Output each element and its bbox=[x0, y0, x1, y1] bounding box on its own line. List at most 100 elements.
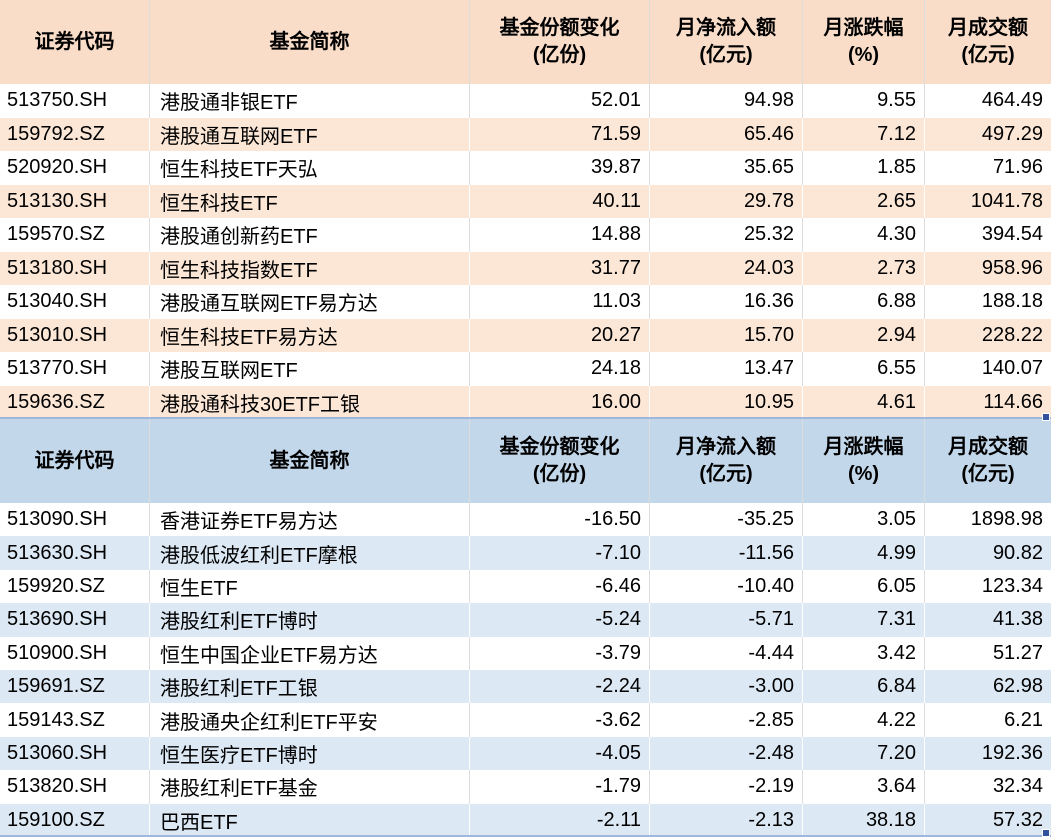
pct-change-cell[interactable]: 3.64 bbox=[803, 770, 925, 804]
net-inflow-cell[interactable]: -10.40 bbox=[650, 569, 803, 604]
net-inflow-cell[interactable]: 35.65 bbox=[650, 151, 803, 185]
pct-change-cell[interactable]: 4.99 bbox=[803, 536, 925, 570]
share-change-cell[interactable]: 14.88 bbox=[470, 218, 650, 252]
pct-change-cell[interactable]: 9.55 bbox=[803, 84, 925, 118]
code-cell[interactable]: 159691.SZ bbox=[0, 669, 150, 704]
pct-change-cell[interactable]: 7.12 bbox=[803, 117, 925, 151]
net-inflow-cell[interactable]: -2.48 bbox=[650, 736, 803, 771]
share-change-cell[interactable]: 71.59 bbox=[470, 117, 650, 151]
fund-name-cell[interactable]: 恒生中国企业ETF易方达 bbox=[150, 636, 470, 670]
fund-name-cell[interactable]: 恒生科技指数ETF bbox=[150, 251, 470, 285]
code-cell[interactable]: 513820.SH bbox=[0, 770, 150, 804]
share-change-cell[interactable]: -2.11 bbox=[470, 803, 650, 837]
code-cell[interactable]: 520920.SH bbox=[0, 151, 150, 185]
pct-change-cell[interactable]: 2.65 bbox=[803, 184, 925, 218]
pct-change-cell[interactable]: 7.20 bbox=[803, 736, 925, 771]
share-change-cell[interactable]: -3.62 bbox=[470, 703, 650, 737]
header-share-change[interactable]: 基金份额变化 (亿份) bbox=[470, 419, 650, 503]
pct-change-cell[interactable]: 6.55 bbox=[803, 352, 925, 386]
share-change-cell[interactable]: 16.00 bbox=[470, 385, 650, 419]
net-inflow-cell[interactable]: 25.32 bbox=[650, 218, 803, 252]
share-change-cell[interactable]: 11.03 bbox=[470, 285, 650, 319]
header-net-inflow[interactable]: 月净流入额 (亿元) bbox=[650, 0, 803, 84]
code-cell[interactable]: 159100.SZ bbox=[0, 803, 150, 837]
share-change-cell[interactable]: 20.27 bbox=[470, 318, 650, 352]
turnover-cell[interactable]: 32.34 bbox=[992, 775, 1043, 798]
turnover-cell[interactable]: 114.66 bbox=[983, 390, 1043, 413]
share-change-cell[interactable]: -4.05 bbox=[470, 736, 650, 771]
code-cell[interactable]: 513060.SH bbox=[0, 736, 150, 771]
fund-name-cell[interactable]: 港股红利ETF工银 bbox=[150, 669, 470, 704]
pct-change-cell[interactable]: 6.05 bbox=[803, 569, 925, 604]
header-code[interactable]: 证券代码 bbox=[0, 419, 150, 503]
pct-change-cell[interactable]: 6.88 bbox=[803, 285, 925, 319]
share-change-cell[interactable]: -2.24 bbox=[470, 669, 650, 704]
pct-change-cell[interactable]: 2.73 bbox=[803, 251, 925, 285]
fund-name-cell[interactable]: 恒生科技ETF bbox=[150, 184, 470, 218]
fund-name-cell[interactable]: 港股互联网ETF bbox=[150, 352, 470, 386]
code-cell[interactable]: 513040.SH bbox=[0, 285, 150, 319]
fund-name-cell[interactable]: 港股通非银ETF bbox=[150, 84, 470, 118]
net-inflow-cell[interactable]: -2.19 bbox=[650, 770, 803, 804]
net-inflow-cell[interactable]: -4.44 bbox=[650, 636, 803, 670]
pct-change-cell[interactable]: 4.22 bbox=[803, 703, 925, 737]
fund-name-cell[interactable]: 恒生ETF bbox=[150, 569, 470, 604]
net-inflow-cell[interactable]: 10.95 bbox=[650, 385, 803, 419]
header-pct-change[interactable]: 月涨跌幅 (%) bbox=[803, 0, 925, 84]
header-share-change[interactable]: 基金份额变化 (亿份) bbox=[470, 0, 650, 84]
code-cell[interactable]: 159920.SZ bbox=[0, 569, 150, 604]
turnover-cell[interactable]: 188.18 bbox=[981, 290, 1043, 313]
code-cell[interactable]: 513180.SH bbox=[0, 251, 150, 285]
turnover-cell[interactable]: 71.96 bbox=[992, 156, 1043, 179]
share-change-cell[interactable]: -6.46 bbox=[470, 569, 650, 604]
pct-change-cell[interactable]: 7.31 bbox=[803, 603, 925, 637]
code-cell[interactable]: 513090.SH bbox=[0, 503, 150, 537]
share-change-cell[interactable]: 24.18 bbox=[470, 352, 650, 386]
turnover-cell[interactable]: 140.07 bbox=[981, 357, 1043, 380]
share-change-cell[interactable]: -7.10 bbox=[470, 536, 650, 570]
turnover-cell[interactable]: 228.22 bbox=[981, 323, 1043, 346]
share-change-cell[interactable]: 39.87 bbox=[470, 151, 650, 185]
net-inflow-cell[interactable]: 13.47 bbox=[650, 352, 803, 386]
header-fund-name[interactable]: 基金简称 bbox=[150, 419, 470, 503]
code-cell[interactable]: 513750.SH bbox=[0, 84, 150, 118]
fund-name-cell[interactable]: 港股通互联网ETF bbox=[150, 117, 470, 151]
pct-change-cell[interactable]: 1.85 bbox=[803, 151, 925, 185]
code-cell[interactable]: 510900.SH bbox=[0, 636, 150, 670]
turnover-cell[interactable]: 464.49 bbox=[981, 89, 1043, 112]
pct-change-cell[interactable]: 4.30 bbox=[803, 218, 925, 252]
fund-name-cell[interactable]: 恒生医疗ETF博时 bbox=[150, 736, 470, 771]
turnover-cell[interactable]: 1898.98 bbox=[970, 508, 1043, 531]
code-cell[interactable]: 159792.SZ bbox=[0, 117, 150, 151]
selection-fill-handle[interactable] bbox=[1042, 413, 1050, 421]
fund-name-cell[interactable]: 恒生科技ETF天弘 bbox=[150, 151, 470, 185]
pct-change-cell[interactable]: 2.94 bbox=[803, 318, 925, 352]
header-turnover[interactable]: 月成交额 (亿元) bbox=[925, 0, 1051, 84]
code-cell[interactable]: 513130.SH bbox=[0, 184, 150, 218]
fund-name-cell[interactable]: 巴西ETF bbox=[150, 803, 470, 837]
turnover-cell[interactable]: 6.21 bbox=[1004, 708, 1043, 731]
turnover-cell[interactable]: 41.38 bbox=[992, 608, 1043, 631]
code-cell[interactable]: 513630.SH bbox=[0, 536, 150, 570]
fund-name-cell[interactable]: 港股通央企红利ETF平安 bbox=[150, 703, 470, 737]
net-inflow-cell[interactable]: 24.03 bbox=[650, 251, 803, 285]
header-code[interactable]: 证券代码 bbox=[0, 0, 150, 84]
pct-change-cell[interactable]: 38.18 bbox=[803, 803, 925, 837]
net-inflow-cell[interactable]: 29.78 bbox=[650, 184, 803, 218]
code-cell[interactable]: 513770.SH bbox=[0, 352, 150, 386]
pct-change-cell[interactable]: 6.84 bbox=[803, 669, 925, 704]
net-inflow-cell[interactable]: -3.00 bbox=[650, 669, 803, 704]
code-cell[interactable]: 159143.SZ bbox=[0, 703, 150, 737]
turnover-cell[interactable]: 192.36 bbox=[981, 741, 1043, 764]
share-change-cell[interactable]: -5.24 bbox=[470, 603, 650, 637]
header-turnover[interactable]: 月成交额 (亿元) bbox=[925, 419, 1051, 503]
fund-name-cell[interactable]: 港股通科技30ETF工银 bbox=[150, 385, 470, 419]
header-fund-name[interactable]: 基金简称 bbox=[150, 0, 470, 84]
fund-name-cell[interactable]: 港股通创新药ETF bbox=[150, 218, 470, 252]
header-pct-change[interactable]: 月涨跌幅 (%) bbox=[803, 419, 925, 503]
net-inflow-cell[interactable]: -2.13 bbox=[650, 803, 803, 837]
share-change-cell[interactable]: -16.50 bbox=[470, 503, 650, 537]
turnover-cell[interactable]: 394.54 bbox=[981, 223, 1043, 246]
turnover-cell[interactable]: 1041.78 bbox=[970, 189, 1043, 212]
header-net-inflow[interactable]: 月净流入额 (亿元) bbox=[650, 419, 803, 503]
